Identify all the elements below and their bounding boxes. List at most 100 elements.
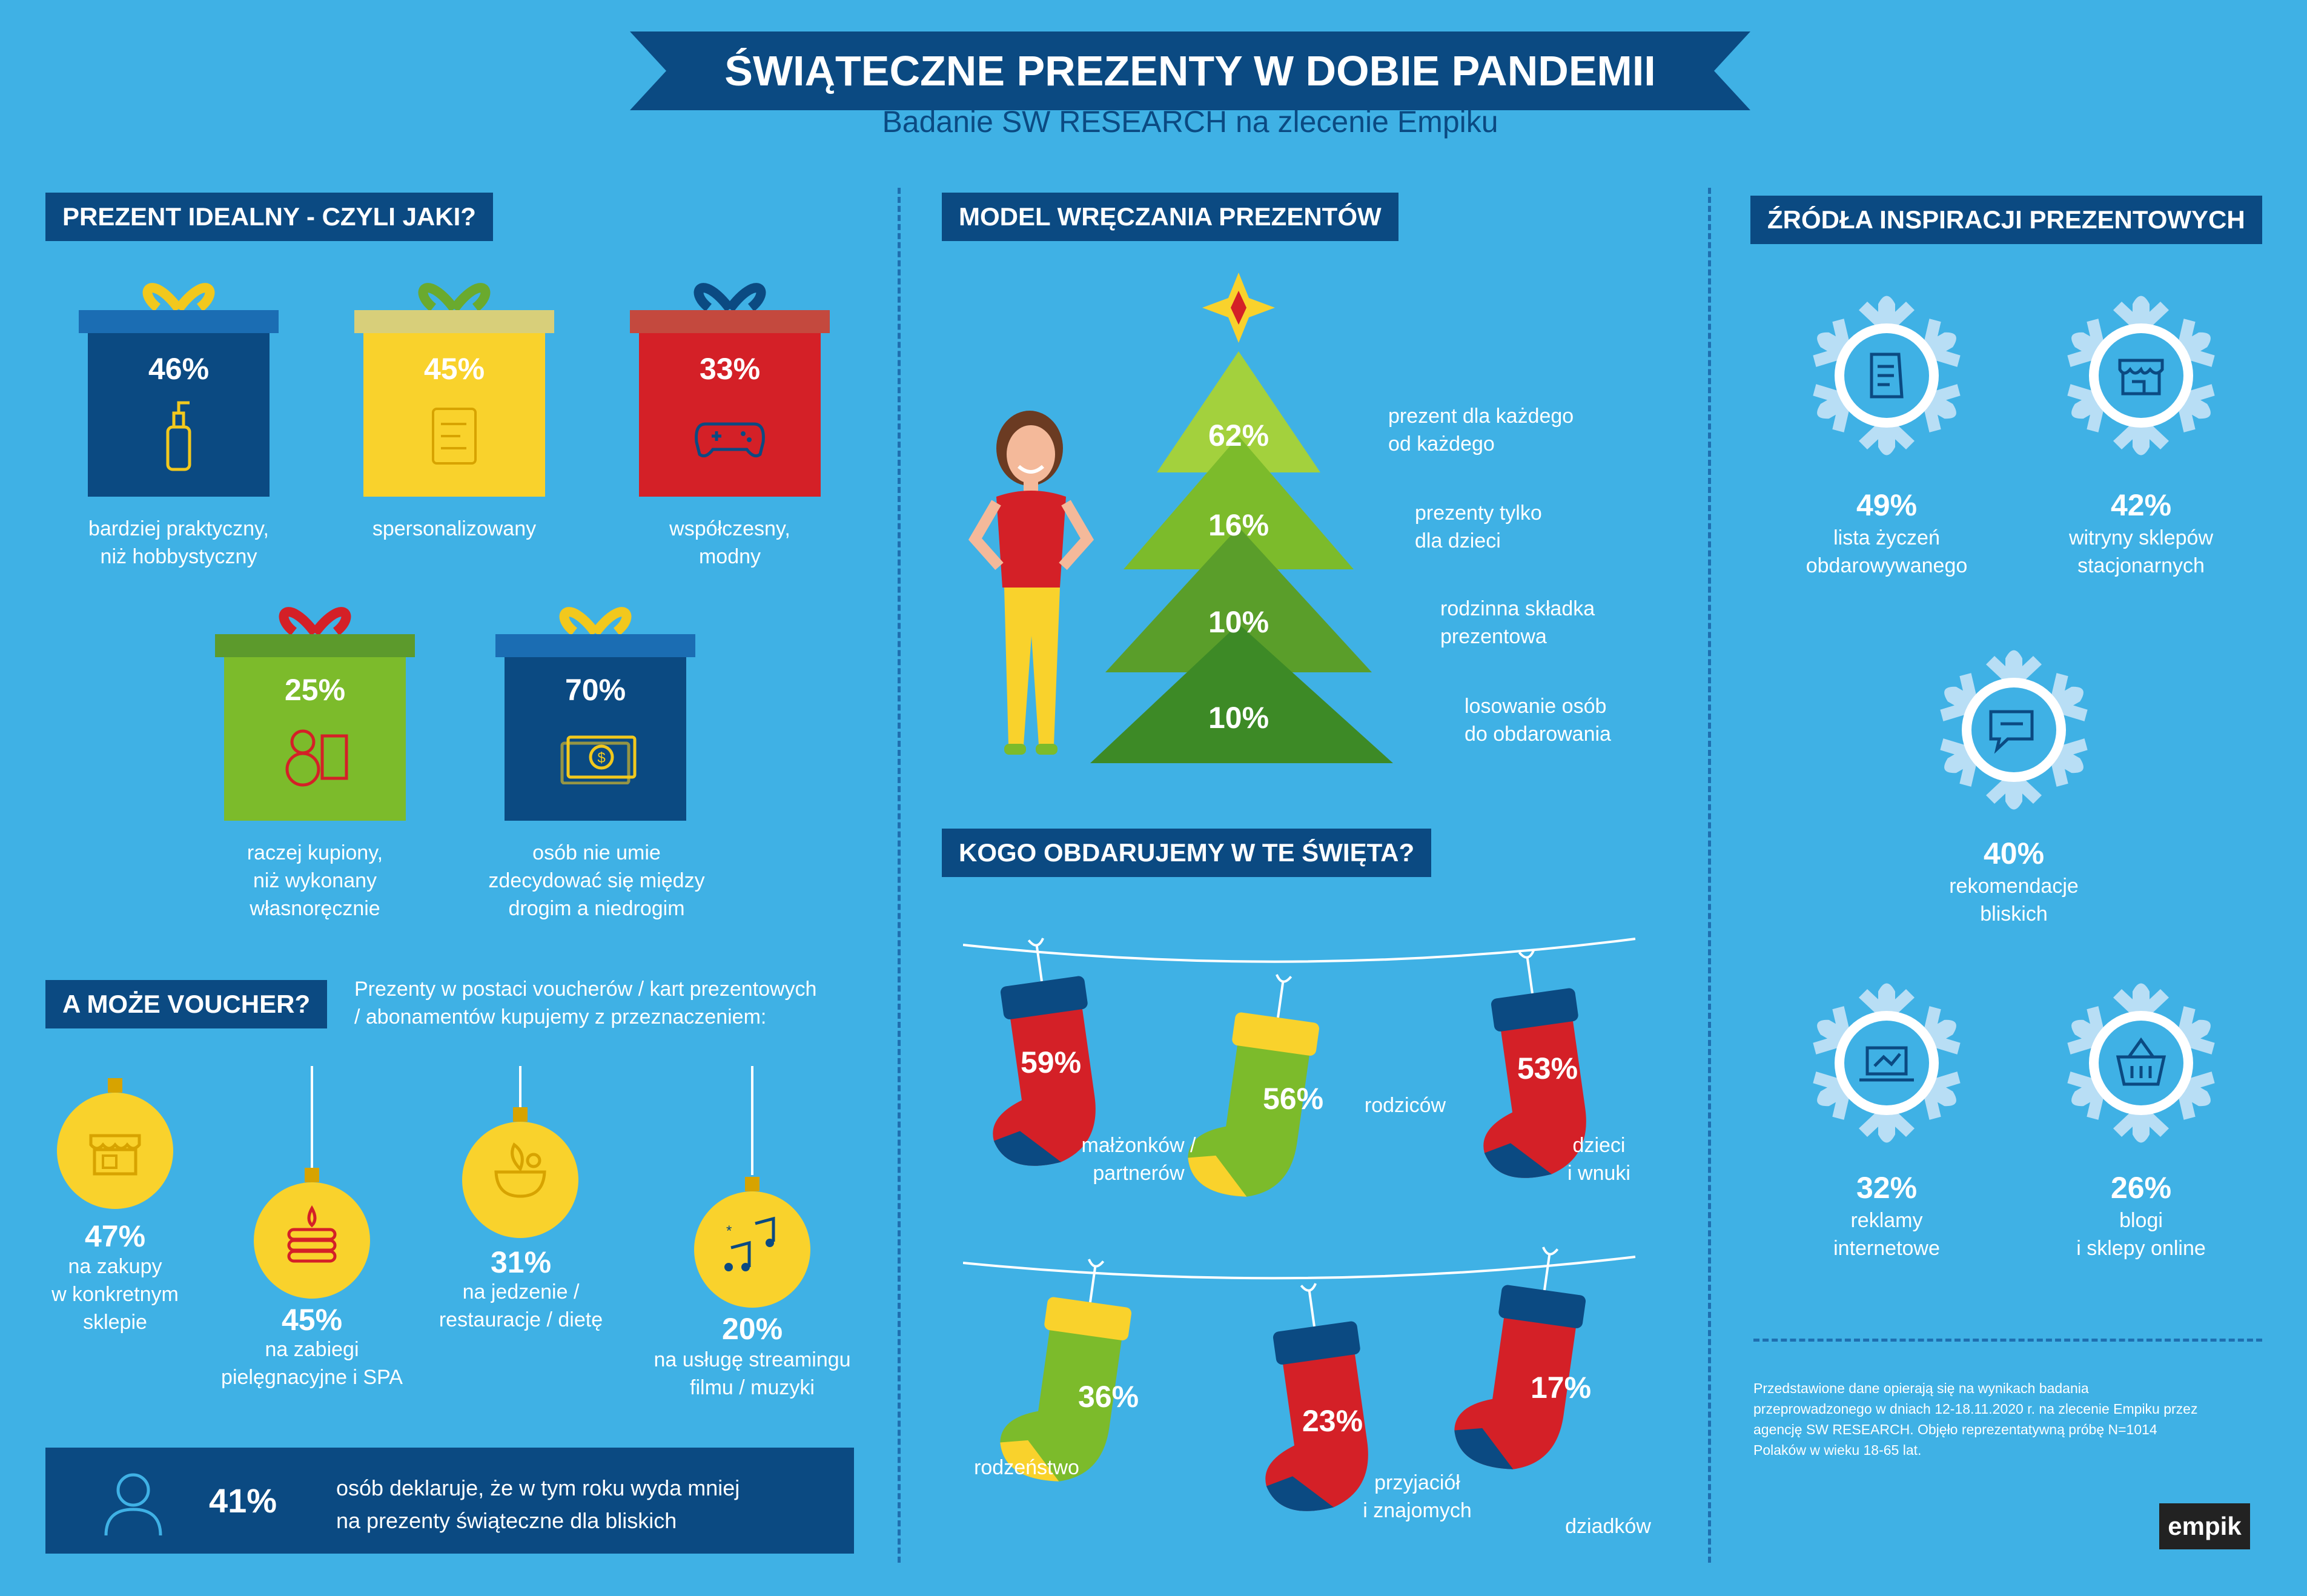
gift-label-line: niż wykonany [253,869,377,892]
source-label: blogi i sklepy online [2026,1207,2256,1262]
storefront-icon [2118,359,2164,396]
gift-label-line: współczesny, [669,517,790,540]
gift-label-line: własnoręcznie [250,897,380,920]
voucher-label-line: na zakupy [68,1255,162,1278]
chat-icon [1989,710,2034,754]
tree-label-line: prezent dla każdego [1388,405,1574,428]
scroll-icon [432,408,477,465]
sock-label: dzieci i wnuki [1538,1131,1660,1187]
note-line: agencję SW RESEARCH. Objęło reprezentaty… [1753,1422,2157,1437]
voucher-label-line: na zabiegi [265,1338,359,1361]
gift-label: bardziej praktyczny, niż hobbystyczny [58,515,300,571]
sock-label-line: i znajomych [1363,1499,1472,1522]
source-label: lista życzeń obdarowywanego [1772,524,2002,580]
gift-percent: 46% [148,352,210,386]
svg-text:*: * [726,1223,732,1239]
woman-illustration [968,411,1094,755]
ornament-string [311,1066,313,1169]
title-ribbon [630,31,1750,110]
note-line: przeprowadzonego w dniach 12-18.11.2020 … [1753,1401,2198,1417]
bottle-icon [166,401,191,471]
gift-label-line: drogim a niedrogim [508,897,685,920]
spa-icon [287,1205,337,1263]
voucher-intro-line: Prezenty w postaci voucherów / kart prez… [354,978,817,1001]
sock-percent: 59% [1020,1045,1082,1079]
gift-percent: 33% [699,352,761,386]
source-label-line: obdarowywanego [1806,554,1968,577]
source-label-line: rekomendacje [1949,875,2079,898]
source-label-line: bliskich [1980,902,2048,925]
gift-label-line: osób nie umie [532,841,661,864]
section-heading-whom: KOGO OBDARUJEMY W TE ŚWIĘTA? [942,829,1432,877]
tree-label-line: losowanie osób [1465,695,1607,718]
column-divider-right [1708,188,1711,1563]
sock-percent: 17% [1530,1371,1592,1405]
tree-label-line: od każdego [1388,432,1495,455]
sock-label-line: i wnuki [1567,1162,1630,1185]
tree-percent: 10% [1208,605,1269,639]
ornament-string [519,1066,521,1108]
gift-percent: 45% [423,352,485,386]
source-label-line: reklamy [1850,1209,1923,1232]
laptop-icon [1859,1046,1914,1082]
source-label-line: stacjonarnych [2077,554,2205,577]
source-label-line: witryny sklepów [2068,526,2214,549]
gift-shape [630,283,830,497]
source-percent: 42% [2110,488,2172,522]
voucher-percent: 20% [721,1312,783,1346]
source-label: rekomendacje bliskich [1899,872,2129,928]
sock-percent: 53% [1517,1051,1578,1085]
sock-label: dziadków [1565,1515,1651,1538]
snowflake [2067,983,2215,1143]
gift-shape [354,283,554,497]
sock-label: rodziców [1364,1094,1446,1117]
sock-percent: 23% [1302,1404,1363,1438]
voucher-label-line: filmu / muzyki [690,1376,815,1399]
banner-text-line: na prezenty świąteczne dla bliskich [336,1508,677,1533]
voucher-label-line: na usługę streamingu [654,1348,851,1371]
voucher-intro: Prezenty w postaci voucherów / kart prez… [354,975,851,1031]
source-label-line: internetowe [1833,1237,1940,1260]
source-label-line: i sklepy online [2076,1237,2206,1260]
gift-label-line: modny [698,545,761,568]
money-icon: $ [560,735,637,784]
tree-label: rodzinna składka prezentowa [1440,595,1670,651]
source-percent: 40% [1983,836,2045,870]
page-subtitle: Badanie SW RESEARCH na zlecenie Empiku [882,105,1498,139]
tree-label: losowanie osób do obdarowania [1465,692,1695,748]
voucher-label-line: sklepie [83,1311,147,1334]
snowflake [1940,650,2088,810]
snowflake [1813,296,1961,455]
ornament-food [462,1107,578,1238]
tree-label: prezenty tylko dla dzieci [1415,499,1645,555]
tree-percent: 10% [1208,701,1269,735]
tree-label-line: dla dzieci [1415,529,1501,552]
food-icon [494,1142,546,1198]
tree-label-line: prezentowa [1440,625,1547,648]
voucher-percent: 31% [490,1245,552,1279]
shop-icon [89,1134,141,1176]
gift-label: współczesny, modny [609,515,851,571]
stocking [1188,974,1320,1197]
source-percent: 32% [1856,1171,1918,1205]
list-icon [1870,353,1904,399]
gift-box-modern: 33% [630,267,830,497]
christmas-tree [1090,273,1393,763]
stocking [1483,950,1586,1178]
page-title: ŚWIĄTECZNE PREZENTY W DOBIE PANDEMII [724,47,1656,94]
teddy-icon [285,729,348,787]
snowflake [2067,296,2215,455]
note-line: Polaków w wieku 18-65 lat. [1753,1442,1922,1458]
sock-label: przyjaciół i znajomych [1351,1469,1484,1525]
stocking [1265,1283,1368,1511]
voucher-percent: 45% [281,1303,343,1337]
gift-box-personalized: 45% [354,267,554,497]
tree-label-line: do obdarowania [1465,723,1611,746]
voucher-intro-line: / abonamentów kupujemy z przeznaczeniem: [354,1005,767,1028]
gift-label-line: zdecydować się między [488,869,705,892]
voucher-label-line: pielęgnacyjne i SPA [221,1366,403,1389]
gift-box-price: 70% $ [495,591,695,821]
person-icon [104,1473,162,1536]
gift-shape [495,607,695,821]
